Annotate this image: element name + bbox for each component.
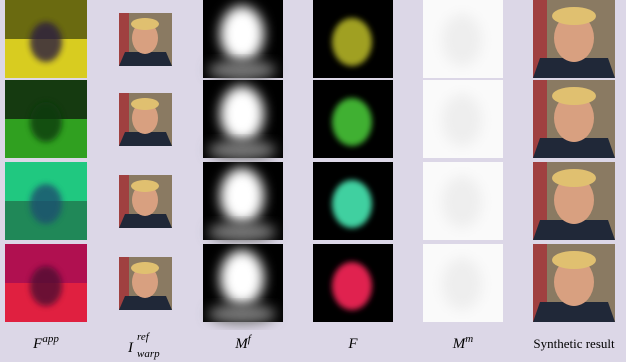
motion-mask: [423, 80, 503, 158]
feature-face: [332, 180, 372, 228]
mask-blob: [220, 6, 264, 62]
hair: [552, 7, 596, 25]
hair: [552, 87, 596, 105]
appearance-image: [5, 0, 87, 78]
mmask-blob: [442, 258, 482, 310]
mask-body: [208, 304, 276, 324]
warped-reference: [119, 93, 172, 146]
mmask-blob: [442, 176, 482, 228]
feature-face: [332, 98, 372, 146]
motion-mask: [423, 0, 503, 78]
synthetic-image: [533, 162, 615, 240]
feature-image: [313, 0, 393, 78]
label-synthetic-result: Synthetic result: [533, 336, 615, 351]
mask-blob: [220, 168, 264, 224]
appearance-image: [5, 244, 87, 322]
suit: [119, 132, 172, 146]
hair: [131, 180, 159, 192]
warped-reference: [119, 257, 172, 310]
face-mask: [203, 162, 283, 242]
appearance-image: [5, 80, 87, 158]
feature-image: [313, 162, 393, 240]
feature-face: [332, 18, 372, 66]
hair: [131, 18, 159, 30]
feature-face: [332, 262, 372, 310]
face-mask: [203, 80, 283, 160]
motion-mask: [423, 244, 503, 322]
hair: [131, 262, 159, 274]
label-f: F: [347, 336, 358, 352]
hair: [131, 98, 159, 110]
mask-body: [208, 60, 276, 80]
synthetic-image: [533, 244, 615, 322]
synthetic-image: [533, 0, 615, 78]
hair: [552, 169, 596, 187]
motion-mask: [423, 162, 503, 240]
synthetic-image: [533, 80, 615, 158]
face-blob: [30, 266, 62, 306]
face-mask: [203, 244, 283, 324]
face-mask: [203, 0, 283, 80]
warped-reference: [119, 175, 172, 228]
feature-image: [313, 80, 393, 158]
page: {"figure": {"labels": [ {"base": "F", "s…: [0, 0, 626, 362]
suit: [119, 214, 172, 228]
face-blob: [30, 102, 62, 142]
mask-blob: [220, 250, 264, 306]
face-blob: [30, 22, 62, 62]
warped-reference: [119, 13, 172, 66]
suit: [119, 296, 172, 310]
face-blob: [30, 184, 62, 224]
hair: [552, 251, 596, 269]
feature-image: [313, 244, 393, 322]
mmask-blob: [442, 14, 482, 66]
appearance-image: [5, 162, 87, 240]
figure: Fapp Irefwarp Mf F Mm Synthetic result: [0, 0, 626, 362]
mask-body: [208, 140, 276, 160]
mask-body: [208, 222, 276, 242]
mmask-blob: [442, 94, 482, 146]
suit: [119, 52, 172, 66]
mask-blob: [220, 86, 264, 142]
